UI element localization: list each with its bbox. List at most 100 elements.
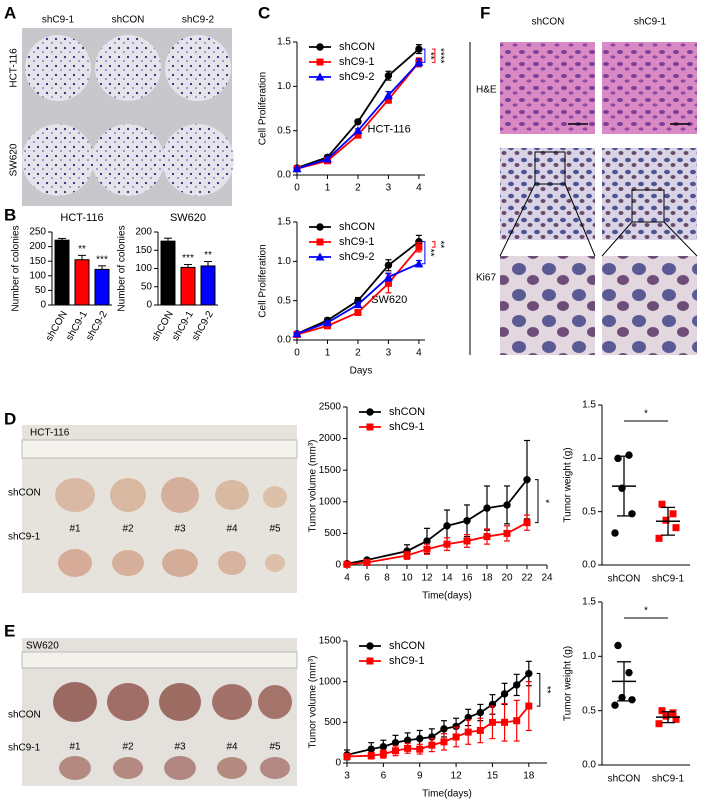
data-point [658,707,666,715]
panel-label: D [4,409,16,428]
row-label: shCON [8,488,41,499]
tumor-label: #2 [122,524,134,535]
legend-marker [316,223,324,231]
legend-label: shCON [389,640,425,652]
row-label: shCON [8,710,41,721]
tumor-label: #3 [174,524,186,535]
y-tick-label: 1500 [319,636,342,647]
data-point [658,500,666,508]
data-point [384,279,392,287]
data-point [625,451,633,459]
data-point [672,524,680,532]
tumor-label: #1 [69,524,81,535]
y-tick-label: 0.5 [582,506,596,517]
data-point [463,537,471,545]
data-point [669,709,677,717]
tumor-label: #5 [269,742,281,753]
data-point [416,734,424,743]
data-point [353,126,363,135]
legend-label: shC9-1 [339,236,374,248]
y-tick-label: 150 [135,245,152,256]
bar [54,239,70,306]
y-axis-label: Tumor weight (g) [563,646,574,721]
y-tick-label: 1.5 [582,597,596,608]
data-point [353,300,363,309]
data-point [384,261,393,269]
x-tick-label: 18 [523,771,535,782]
bar [94,268,110,306]
data-point [655,534,663,542]
data-point [452,733,460,741]
legend-marker [366,642,374,650]
tumor-label: #1 [69,742,81,753]
data-point [440,725,448,733]
x-tick-label: 1 [325,348,331,359]
x-tick-label: 15 [487,771,499,782]
x-axis-label: Time(days) [422,591,472,602]
panel-label: B [4,205,16,224]
column-label: shC9-2 [182,15,215,26]
panel-label: E [4,621,15,640]
y-tick-label: 500 [324,528,341,539]
legend-label: shC9-1 [389,421,424,433]
data-point [525,702,533,710]
x-tick-label: 22 [521,573,533,584]
x-tick-label: shC9-1 [652,574,685,585]
y-tick-label: 2500 [319,402,342,413]
x-tick-label: 20 [501,573,513,584]
data-point [611,701,619,709]
y-tick-label: 1.0 [582,651,596,662]
column-label: shCON [112,15,145,26]
data-point [452,722,460,731]
significance-bracket [421,241,426,265]
data-point [476,708,485,717]
row-label: shC9-1 [8,532,41,543]
significance-bracket [421,48,426,63]
data-point [423,545,431,553]
x-tick-label: 1 [325,183,331,194]
data-point [363,558,371,566]
column-label: shC9-1 [634,17,667,28]
bar [160,240,176,306]
y-tick-label: 1500 [319,465,342,476]
significance-bracket [431,241,436,248]
data-point [523,519,531,527]
bar [74,259,90,306]
data-point [611,529,619,537]
tumor-photo [21,638,298,786]
x-tick-label: 2 [355,348,361,359]
y-tick-label: 0 [335,758,341,769]
data-point [354,131,362,139]
data-point [343,752,351,760]
y-tick-label: 1.5 [277,217,291,228]
y-tick-label: 2000 [319,433,342,444]
data-point [628,696,636,704]
x-tick-label: 12 [421,573,433,584]
data-point [403,552,411,560]
x-tick-label: 3 [386,348,392,359]
data-point [464,728,472,736]
column-label: shCON [532,17,565,28]
data-point [415,237,423,246]
data-point [625,668,633,677]
tumor-label: #3 [174,742,186,753]
data-point [403,736,412,744]
data-point [672,715,680,723]
data-point [669,510,677,518]
y-axis-label: Number of colonies [117,225,128,311]
y-axis-label: Tumor volume (mm³) [308,656,319,749]
significance-label: *** [182,253,194,264]
data-point [662,516,670,524]
significance-label: *** [96,255,108,266]
y-tick-label: 0.5 [277,125,291,136]
bar [200,265,216,306]
legend-marker [316,43,324,51]
legend-label: shC9-1 [389,655,424,667]
y-tick-label: 0.0 [582,560,596,571]
significance-label: ** [434,241,445,249]
significance-label: ** [204,250,212,261]
significance-label: ** [424,249,435,257]
data-point [440,738,448,746]
x-tick-label: 2 [355,183,361,194]
y-axis-label: Cell Proliferation [258,244,269,317]
